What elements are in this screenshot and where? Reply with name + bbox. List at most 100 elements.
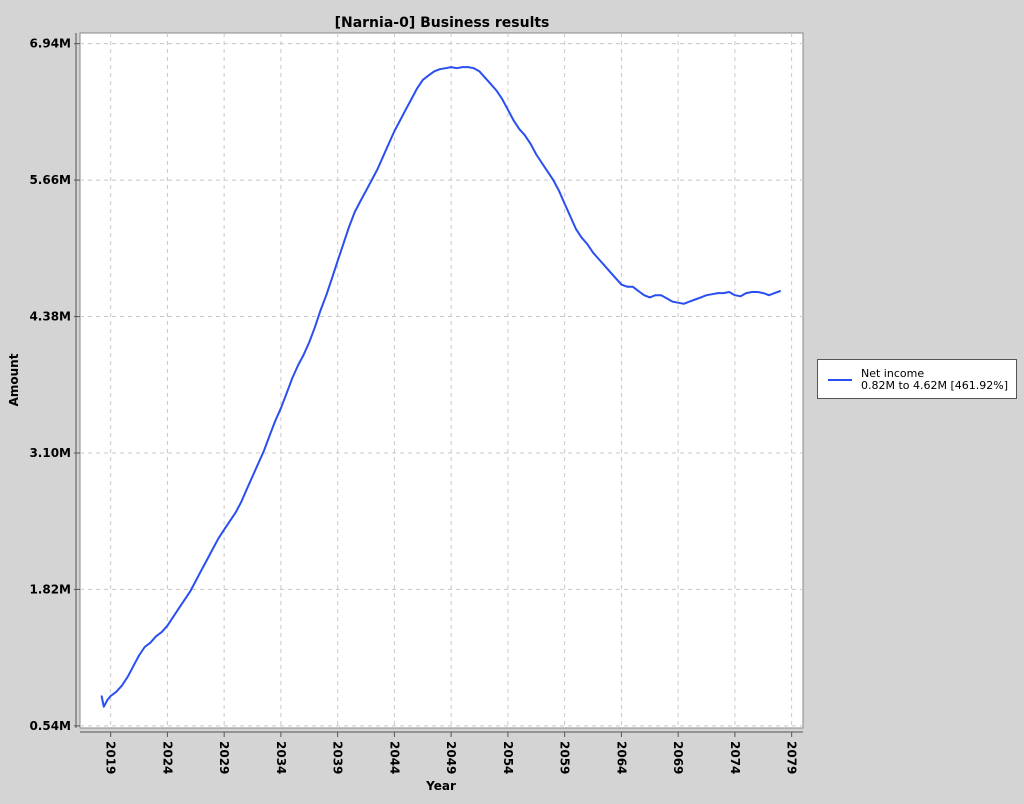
x-tick-label: 2024 bbox=[160, 741, 174, 774]
data-point bbox=[433, 70, 435, 73]
y-tick-label: 5.66M bbox=[29, 173, 71, 187]
data-point bbox=[410, 98, 413, 100]
data-point bbox=[246, 488, 248, 491]
x-tick-label: 2044 bbox=[387, 741, 401, 774]
data-point bbox=[512, 119, 515, 122]
series-points bbox=[100, 66, 782, 708]
x-tick-label: 2029 bbox=[217, 741, 231, 774]
data-point bbox=[654, 294, 657, 297]
data-point bbox=[297, 364, 299, 367]
data-point bbox=[524, 134, 526, 137]
data-point bbox=[671, 300, 674, 303]
data-point bbox=[115, 691, 118, 693]
x-tick-label: 2054 bbox=[501, 741, 515, 774]
data-point bbox=[325, 294, 328, 297]
data-point bbox=[399, 119, 401, 122]
data-point bbox=[456, 67, 458, 69]
data-point bbox=[240, 501, 242, 503]
data-point bbox=[376, 168, 379, 171]
data-point bbox=[603, 264, 606, 267]
x-tick-label: 2039 bbox=[331, 741, 345, 774]
data-point bbox=[121, 684, 123, 687]
data-point bbox=[404, 108, 407, 111]
data-point bbox=[103, 705, 105, 708]
data-point bbox=[353, 211, 356, 213]
data-point bbox=[756, 291, 759, 293]
y-tick-label: 4.38M bbox=[29, 310, 71, 324]
data-point bbox=[711, 293, 713, 296]
data-point bbox=[206, 558, 208, 561]
data-point bbox=[183, 599, 186, 601]
data-point bbox=[631, 285, 634, 288]
data-point bbox=[575, 228, 577, 230]
data-point bbox=[100, 695, 103, 697]
data-point bbox=[285, 392, 288, 395]
y-tick-label: 6.94M bbox=[29, 37, 71, 51]
y-tick-label: 3.10M bbox=[29, 446, 71, 460]
data-point bbox=[427, 74, 430, 77]
data-point bbox=[189, 590, 191, 593]
data-point bbox=[473, 67, 475, 69]
data-point bbox=[597, 258, 600, 260]
data-point bbox=[461, 66, 464, 68]
data-point bbox=[274, 420, 277, 422]
data-point bbox=[126, 676, 129, 678]
data-point bbox=[195, 580, 197, 582]
data-point bbox=[546, 170, 549, 173]
data-point bbox=[336, 260, 339, 262]
data-point bbox=[751, 291, 753, 293]
data-point bbox=[773, 292, 776, 294]
data-point bbox=[302, 354, 305, 356]
x-tick-label: 2064 bbox=[614, 741, 628, 774]
data-point bbox=[660, 294, 662, 297]
data-point bbox=[592, 251, 594, 254]
axes bbox=[74, 33, 803, 737]
data-point bbox=[143, 646, 146, 648]
data-point bbox=[569, 215, 572, 218]
data-point bbox=[342, 243, 345, 245]
data-point bbox=[688, 300, 691, 303]
series-line-net-income bbox=[100, 66, 781, 708]
data-point bbox=[467, 66, 470, 68]
x-tick-label: 2059 bbox=[558, 741, 572, 774]
data-point bbox=[450, 66, 452, 68]
plot-area bbox=[79, 32, 804, 729]
y-tick-label: 0.54M bbox=[29, 719, 71, 733]
data-point bbox=[229, 520, 231, 522]
legend-entry-net-income: Net income 0.82M to 4.62M [461.92%] bbox=[861, 368, 1008, 392]
data-point bbox=[558, 190, 560, 192]
data-point bbox=[382, 155, 384, 158]
data-point bbox=[212, 548, 214, 550]
data-point bbox=[251, 475, 254, 478]
data-point bbox=[138, 654, 140, 657]
data-point bbox=[745, 292, 747, 294]
data-point bbox=[507, 108, 509, 111]
x-tick-label: 2019 bbox=[104, 741, 118, 774]
data-point bbox=[762, 292, 765, 294]
data-point bbox=[387, 143, 390, 145]
data-point bbox=[359, 200, 362, 203]
data-point bbox=[132, 665, 135, 667]
data-point bbox=[495, 89, 498, 92]
data-point bbox=[609, 271, 611, 273]
data-point bbox=[280, 407, 282, 410]
data-point bbox=[155, 635, 157, 638]
data-point bbox=[393, 130, 396, 132]
tick-labels: 0.54M 1.82M 3.10M 4.38M 5.66M 6.94M 2019 2024 20… bbox=[29, 37, 798, 775]
x-tick-label: 2049 bbox=[444, 741, 458, 774]
data-point bbox=[172, 616, 174, 618]
x-axis-label: Year bbox=[425, 779, 456, 793]
data-point bbox=[649, 296, 651, 299]
data-point bbox=[683, 303, 685, 305]
data-point bbox=[501, 98, 504, 100]
data-point bbox=[490, 83, 492, 85]
data-point bbox=[166, 624, 169, 627]
data-point bbox=[626, 285, 628, 288]
data-point bbox=[694, 298, 696, 301]
data-point bbox=[614, 277, 617, 280]
data-point bbox=[666, 297, 668, 300]
data-point bbox=[478, 70, 481, 73]
data-point bbox=[234, 511, 237, 514]
